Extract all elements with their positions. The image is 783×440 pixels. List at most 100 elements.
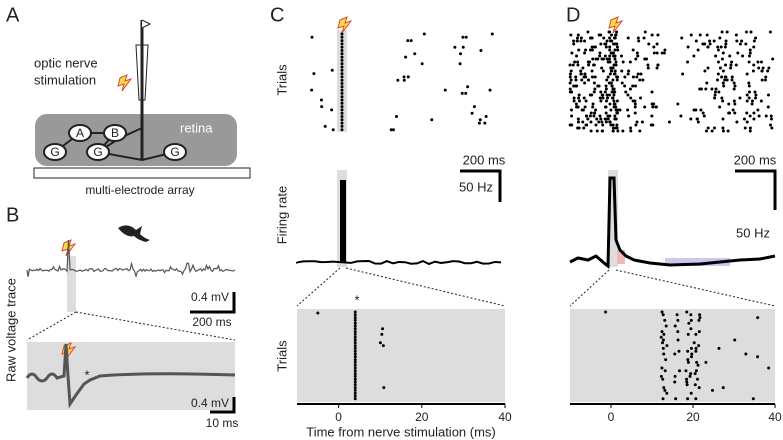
spike xyxy=(636,36,640,40)
spike xyxy=(766,69,770,73)
spike xyxy=(694,332,698,336)
spike xyxy=(353,310,357,314)
spike xyxy=(340,85,344,89)
spike xyxy=(768,123,772,127)
spike xyxy=(340,95,344,99)
spike xyxy=(340,35,344,39)
spike xyxy=(771,57,775,61)
spike xyxy=(638,129,642,133)
spike xyxy=(661,377,665,381)
spike xyxy=(662,386,666,390)
spike xyxy=(652,102,656,106)
spike xyxy=(353,341,357,345)
spike xyxy=(643,30,647,34)
spike xyxy=(607,30,611,34)
spike xyxy=(615,123,619,127)
spike xyxy=(599,99,603,103)
x-tick-label: 0 xyxy=(608,410,615,424)
spike xyxy=(340,39,344,43)
spike xyxy=(353,383,357,387)
spike xyxy=(604,87,608,91)
spike xyxy=(353,349,357,353)
spike xyxy=(599,90,603,94)
spike xyxy=(576,60,580,64)
spike xyxy=(716,60,720,64)
spike xyxy=(604,120,608,124)
spike xyxy=(608,60,612,64)
spike xyxy=(614,63,618,67)
spike xyxy=(614,33,618,37)
spike xyxy=(464,91,468,95)
spike xyxy=(582,75,586,79)
spike xyxy=(756,60,760,64)
spike xyxy=(661,346,665,350)
spike xyxy=(340,75,344,79)
spike xyxy=(655,42,659,46)
stim-window xyxy=(67,256,76,312)
spike xyxy=(637,39,641,43)
spike xyxy=(713,96,717,100)
spike xyxy=(689,391,693,395)
zoom-line xyxy=(345,267,506,307)
spike xyxy=(696,48,700,52)
spike xyxy=(698,316,702,320)
stim-icon xyxy=(117,74,133,92)
spike xyxy=(701,111,705,115)
spike xyxy=(590,75,594,79)
spike xyxy=(381,327,385,331)
spike xyxy=(443,88,447,92)
scale-label: 200 ms xyxy=(463,152,506,167)
spike xyxy=(610,90,614,94)
spike xyxy=(628,87,632,91)
spike xyxy=(568,81,572,85)
spike xyxy=(340,91,344,95)
spike xyxy=(604,84,608,88)
spike xyxy=(569,69,573,73)
spike xyxy=(575,84,579,88)
spike xyxy=(692,341,696,345)
spike xyxy=(629,96,633,100)
spike xyxy=(340,128,344,132)
spike xyxy=(732,87,736,91)
spike xyxy=(754,93,758,97)
spike xyxy=(733,111,737,115)
spike xyxy=(478,118,482,122)
spike xyxy=(613,114,617,118)
spike xyxy=(652,51,656,55)
spike xyxy=(752,117,756,121)
spike xyxy=(608,72,612,76)
spike xyxy=(696,363,700,367)
spike xyxy=(743,126,747,130)
array-label: multi-electrode array xyxy=(85,183,194,197)
spike xyxy=(767,66,771,70)
panel-label: A xyxy=(6,4,20,26)
spike xyxy=(744,352,748,356)
spike xyxy=(613,102,617,106)
spike xyxy=(624,90,628,94)
spike xyxy=(609,69,613,73)
spike xyxy=(732,81,736,85)
spike xyxy=(689,33,693,37)
spike xyxy=(611,51,615,55)
spike xyxy=(353,318,357,322)
spike xyxy=(759,99,763,103)
spike xyxy=(694,39,698,43)
spike xyxy=(310,88,314,92)
spike xyxy=(608,45,612,49)
spike xyxy=(577,93,581,97)
spike xyxy=(406,39,410,43)
spike xyxy=(659,374,663,378)
spike xyxy=(705,33,709,37)
spike xyxy=(340,58,344,62)
spike xyxy=(663,48,667,52)
spike xyxy=(612,87,616,91)
spike xyxy=(686,397,690,401)
spike xyxy=(745,99,749,103)
spike xyxy=(676,330,680,334)
marker: * xyxy=(84,367,89,382)
spike xyxy=(587,78,591,82)
spike xyxy=(581,66,585,70)
spike xyxy=(570,123,574,127)
spike xyxy=(703,69,707,73)
y-label: Raw voltage trace xyxy=(3,278,18,382)
